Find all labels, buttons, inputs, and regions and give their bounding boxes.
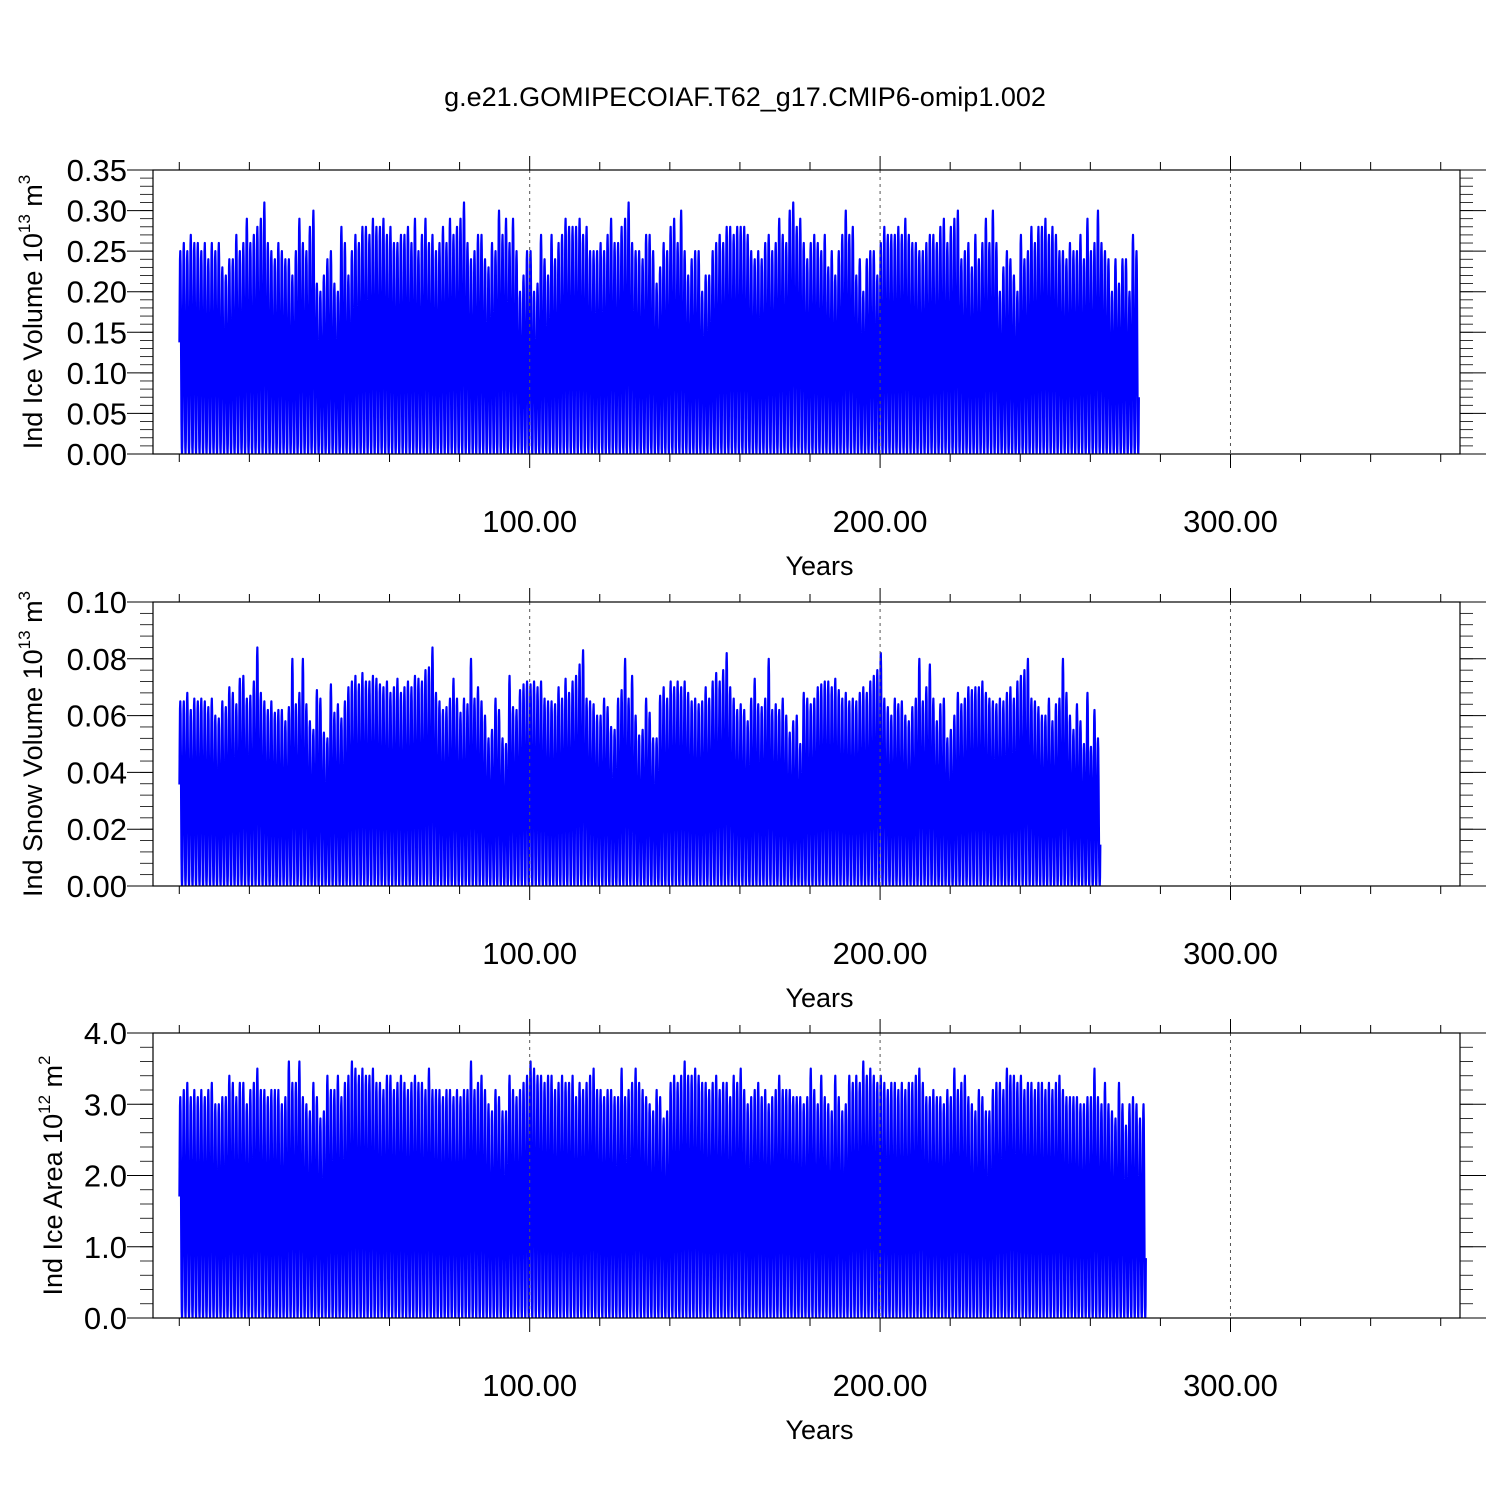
snow-volume-plot-frame [152, 601, 1461, 887]
ice-area-ytick-label: 4.0 [84, 1016, 127, 1051]
panel-ice-volume: 100.00 200.00 300.00 0.00 0.05 0.10 0.15 0.20 0.… [15, 153, 1486, 581]
snow-volume-ytick-label: 0.10 [67, 585, 127, 620]
ice-area-ytick-label: 3.0 [84, 1087, 127, 1122]
ice-volume-ytick-label: 0.05 [67, 396, 127, 431]
ice-volume-ytick-label: 0.25 [67, 234, 127, 269]
panel-ice-area: 100.00 200.00 300.00 0.0 1.0 2.0 3.0 4.0 Years In… [35, 1016, 1486, 1445]
ice-area-x-axis-label: Years [785, 1415, 853, 1445]
ice-area-ytick-label: 2.0 [84, 1159, 127, 1194]
ice-volume-ytick-label: 0.20 [67, 275, 127, 310]
ice-volume-plot-frame [152, 169, 1461, 455]
ice-area-series-line [178, 1060, 1147, 1318]
ice-area-xtick-label: 100.00 [482, 1368, 577, 1403]
ice-area-ytick-label: 0.0 [84, 1301, 127, 1336]
snow-volume-ytick-label: 0.02 [67, 812, 127, 847]
snow-volume-xtick-label: 300.00 [1183, 936, 1278, 971]
ice-volume-ytick-label: 0.10 [67, 356, 127, 391]
ice-volume-ytick-label: 0.30 [67, 194, 127, 229]
ice-volume-ytick-label: 0.15 [67, 315, 127, 350]
panel-snow-volume: 100.00 200.00 300.00 0.00 0.02 0.04 0.06 0.08 0.… [15, 585, 1486, 1013]
ice-volume-xtick-label: 300.00 [1183, 504, 1278, 539]
ice-area-xtick-label: 200.00 [833, 1368, 928, 1403]
ice-volume-xtick-label: 100.00 [482, 504, 577, 539]
snow-volume-x-axis-label: Years [785, 983, 853, 1013]
snow-volume-series-line [178, 646, 1102, 886]
ice-volume-series-line [178, 201, 1140, 454]
snow-volume-ytick-label: 0.00 [67, 869, 127, 904]
ice-volume-y-axis-label: Ind Ice Volume 1013 m3 [15, 175, 48, 450]
snow-volume-ytick-label: 0.06 [67, 699, 127, 734]
ice-volume-ytick-label: 0.00 [67, 437, 127, 472]
ice-volume-x-axis-label: Years [785, 551, 853, 581]
ice-area-ytick-label: 1.0 [84, 1230, 127, 1265]
snow-volume-ytick-label: 0.08 [67, 642, 127, 677]
ice-area-y-axis-label: Ind Ice Area 1012 m2 [35, 1055, 68, 1295]
snow-volume-y-axis-label: Ind Snow Volume 1013 m3 [15, 591, 48, 897]
ice-volume-ytick-label: 0.35 [67, 153, 127, 188]
ice-area-xtick-label: 300.00 [1183, 1368, 1278, 1403]
figure-title: g.e21.GOMIPECOIAF.T62_g17.CMIP6-omip1.00… [444, 82, 1046, 112]
snow-volume-xtick-label: 200.00 [833, 936, 928, 971]
ice-volume-xtick-label: 200.00 [833, 504, 928, 539]
snow-volume-xtick-label: 100.00 [482, 936, 577, 971]
snow-volume-ytick-label: 0.04 [67, 755, 127, 790]
